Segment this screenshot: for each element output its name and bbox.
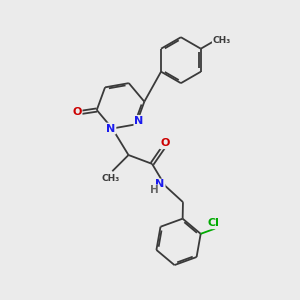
Text: N: N xyxy=(134,116,144,126)
Text: CH₃: CH₃ xyxy=(102,174,120,183)
Text: O: O xyxy=(72,107,82,117)
Text: H: H xyxy=(150,185,158,195)
Text: CH₃: CH₃ xyxy=(213,36,231,45)
Text: Cl: Cl xyxy=(208,218,220,228)
Text: N: N xyxy=(106,124,116,134)
Text: N: N xyxy=(155,179,165,190)
Text: O: O xyxy=(160,138,169,148)
